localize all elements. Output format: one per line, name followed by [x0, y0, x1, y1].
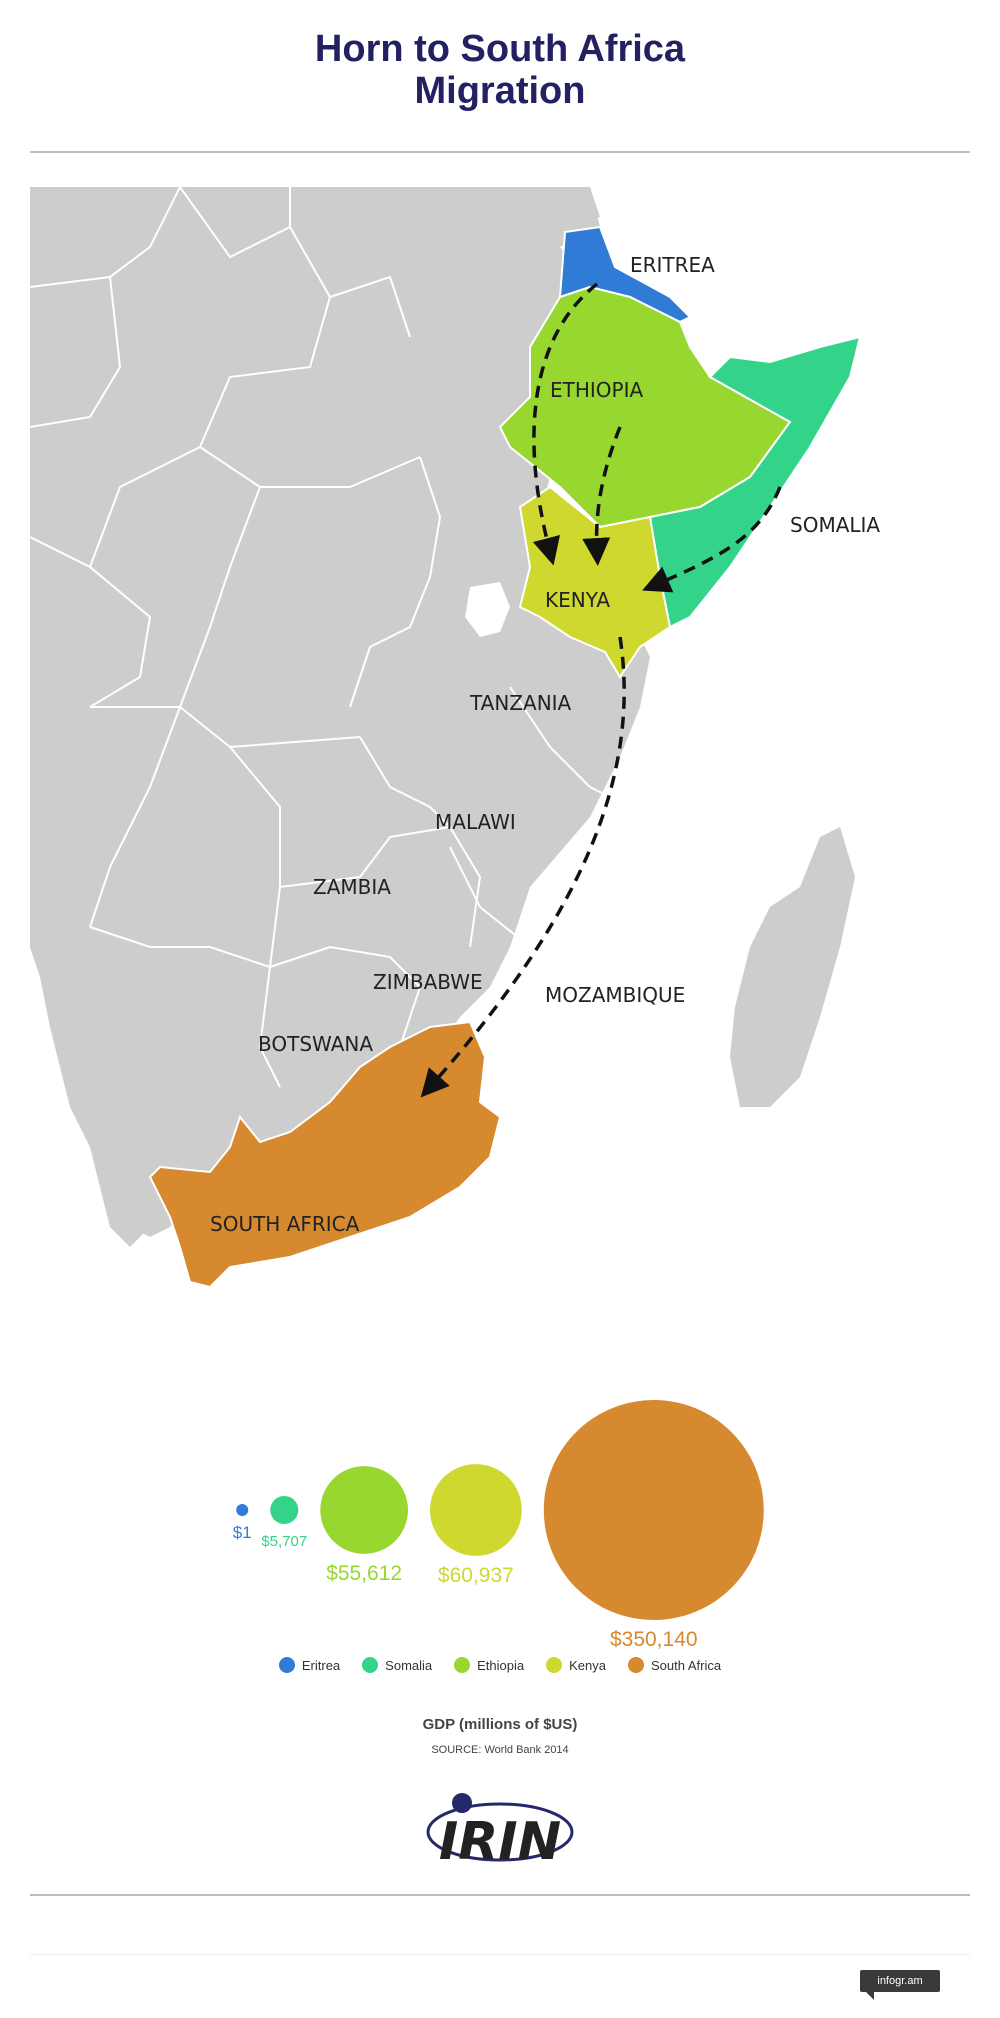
legend-item-kenya: Kenya	[546, 1657, 606, 1673]
bubble-value-label: $5,707	[261, 1533, 307, 1550]
legend-item-ethiopia: Ethiopia	[454, 1657, 524, 1673]
label-somalia: SOMALIA	[790, 513, 880, 537]
legend-swatch	[454, 1657, 471, 1673]
chart-source: SOURCE: World Bank 2014	[431, 1744, 569, 1756]
infogram-credit[interactable]: infogr.am	[860, 1970, 940, 2000]
legend-swatch	[546, 1657, 563, 1673]
legend-item-south-africa: South Africa	[628, 1657, 721, 1673]
label-malawi: MALAWI	[435, 810, 516, 834]
top-divider	[30, 151, 970, 153]
bubble-value-label: $1	[233, 1523, 252, 1542]
arrow-eritrea-kenya	[532, 282, 599, 566]
somalia-region	[648, 335, 862, 629]
label-kenya: KENYA	[545, 588, 610, 612]
label-zambia: ZAMBIA	[313, 875, 391, 899]
legend-swatch	[278, 1657, 295, 1673]
legend-label: Ethiopia	[477, 1657, 525, 1673]
legend-label: Eritrea	[301, 1657, 341, 1673]
legend-swatch	[362, 1657, 379, 1673]
label-zimbabwe: ZIMBABWE	[373, 970, 483, 994]
bubble-eritrea	[236, 1504, 249, 1516]
bubble-ethiopia	[320, 1466, 408, 1554]
label-mozambique: MOZAMBIQUE	[545, 983, 685, 1007]
bubble-kenya	[429, 1464, 522, 1556]
legend-item-somalia: Somalia	[362, 1657, 432, 1673]
title-line-1: Horn to South Africa	[314, 28, 686, 70]
south-africa-region	[148, 1020, 502, 1289]
arrow-ethiopia-kenya	[582, 426, 622, 566]
land-background	[30, 187, 855, 1247]
legend-label: South Africa	[651, 1657, 722, 1673]
legend-label: Kenya	[569, 1657, 606, 1673]
label-ethiopia: ETHIOPIA	[550, 378, 643, 402]
chart-title: GDP (millions of $US)	[422, 1716, 578, 1733]
migration-arrows	[420, 282, 782, 1098]
bubble-somalia	[270, 1495, 299, 1525]
arrow-kenya-south-africa	[420, 636, 626, 1098]
country-labels: ERITREA ETHIOPIA SOMALIA KENYA TANZANIA …	[210, 253, 880, 1236]
legend-item-eritrea: Eritrea	[278, 1657, 341, 1673]
bubble-value-label: $350,140	[610, 1628, 698, 1650]
highlighted-countries	[148, 225, 862, 1289]
gdp-bubble-chart: $1 $5,707 $55,612 $60,937 $350,140	[233, 1400, 764, 1650]
bubble-south-africa	[543, 1400, 764, 1620]
logo-text: IRIN	[439, 1812, 561, 1872]
legend-swatch	[628, 1657, 644, 1673]
page-title: Horn to South Africa Migration	[0, 28, 1000, 112]
label-tanzania: TANZANIA	[469, 691, 572, 715]
label-south-africa: SOUTH AFRICA	[210, 1212, 360, 1236]
title-line-2: Migration	[414, 70, 586, 112]
chart-legend: Eritrea Somalia Ethiopia Kenya South Africa	[0, 1657, 1000, 1673]
legend-label: Somalia	[385, 1657, 433, 1673]
bubble-value-label: $60,937	[438, 1564, 514, 1587]
irin-logo: IRIN	[426, 1793, 574, 1872]
label-eritrea: ERITREA	[630, 253, 715, 277]
label-botswana: BOTSWANA	[258, 1032, 373, 1056]
footer-divider	[30, 1954, 970, 1955]
bottom-divider	[30, 1894, 970, 1896]
migration-map: ERITREA ETHIOPIA SOMALIA KENYA TANZANIA …	[30, 187, 880, 1289]
kenya-region	[518, 485, 672, 679]
bubble-value-label: $55,612	[326, 1562, 402, 1585]
